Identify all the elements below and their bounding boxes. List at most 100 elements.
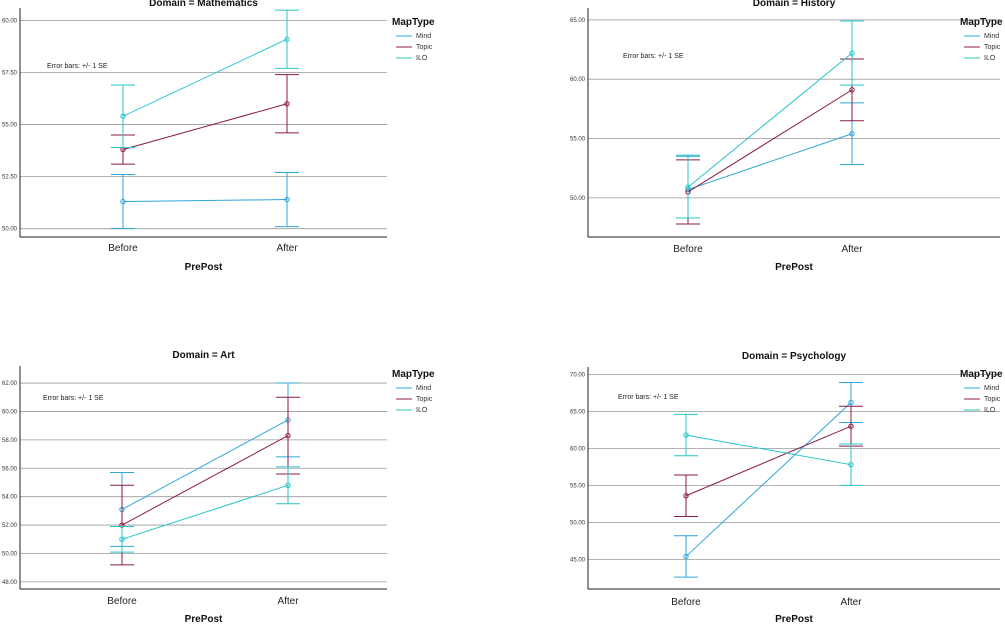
legend-title: MapType: [960, 17, 1003, 28]
data-point: [119, 536, 125, 542]
chart-panel-4: Domain = Psychology 45.00 50.00 55.00 60.00 6…: [570, 351, 1003, 624]
error-bar-note: Error bars: +/- 1 SE: [43, 395, 104, 402]
data-point: [849, 50, 855, 56]
y-tick-label: 55.00: [570, 137, 586, 143]
legend-label: Mind: [416, 33, 431, 40]
legend-title: MapType: [392, 369, 435, 380]
y-tick-label: 50.00: [2, 551, 18, 557]
data-point: [120, 113, 126, 119]
error-bar-note: Error bars: +/- 1 SE: [623, 53, 684, 60]
legend-title: MapType: [392, 17, 435, 28]
data-point: [849, 87, 855, 93]
series-line: [687, 52, 853, 188]
chart-title: Domain = Psychology: [742, 351, 847, 362]
legend: MapType Mind Topic ILO: [960, 17, 1003, 62]
x-axis-title: PrePost: [775, 614, 813, 624]
x-tick-label: After: [841, 244, 863, 255]
legend: MapType Mind Topic ILO: [392, 369, 435, 414]
y-tick-label: 45.00: [570, 557, 586, 563]
y-tick-label: 58.00: [2, 438, 18, 444]
data-point: [685, 184, 691, 190]
y-tick-label: 57.50: [2, 71, 18, 77]
chart-title: Domain = Art: [172, 350, 235, 361]
series-ilo: [111, 9, 299, 148]
y-tick-label: 48.00: [2, 580, 18, 586]
y-tick-label: 56.00: [2, 466, 18, 472]
data-point: [284, 101, 290, 107]
y-tick-label: 60.00: [2, 18, 18, 24]
legend-label: Topic: [984, 44, 1001, 51]
series-line: [685, 434, 852, 466]
series-line: [122, 103, 288, 151]
data-point: [848, 461, 854, 468]
data-point: [285, 432, 291, 439]
y-tick-label: 55.00: [570, 483, 586, 489]
chart-panel-3: Domain = Art 48.00 50.00 52.00 54.00 56.00 58.…: [2, 350, 435, 624]
legend: MapType Mind Topic ILO: [960, 369, 1003, 414]
chart-panel-1: Domain = Mathematics 50.00 52.50 55.00 57.50…: [2, 0, 435, 273]
y-tick-label: 70.00: [570, 372, 586, 378]
legend: MapType Mind Topic ILO: [392, 17, 435, 62]
data-point: [849, 131, 855, 137]
series-topic: [676, 58, 864, 225]
series-mind: [674, 382, 863, 578]
y-tick-label: 54.00: [2, 495, 18, 501]
data-point: [683, 553, 689, 560]
x-tick-label: Before: [671, 597, 701, 608]
series-ilo: [676, 20, 864, 219]
legend-label: ILO: [416, 407, 428, 414]
series-mind: [110, 382, 300, 547]
series-line: [685, 425, 852, 497]
y-tick-label: 55.00: [2, 123, 18, 129]
data-point: [683, 432, 689, 438]
series-line: [687, 89, 853, 193]
series-ilo: [110, 466, 300, 553]
series-mind: [676, 102, 864, 225]
series-line: [685, 402, 852, 557]
y-tick-label: 65.00: [570, 18, 586, 24]
x-tick-label: After: [276, 243, 298, 254]
legend-label: ILO: [984, 55, 996, 62]
chart-panel-2: Domain = History 50.00 55.00 60.00 65.00 Befo…: [570, 0, 1003, 273]
series-line: [121, 435, 289, 526]
x-axis-title: PrePost: [775, 262, 813, 273]
legend-label: Mind: [984, 33, 999, 40]
legend-label: Mind: [984, 385, 999, 392]
y-tick-label: 62.00: [2, 381, 18, 387]
legend-label: Topic: [984, 396, 1001, 403]
series-line: [122, 199, 288, 203]
x-axis-title: PrePost: [185, 262, 223, 273]
y-tick-label: 50.00: [570, 520, 586, 526]
y-tick-label: 52.50: [2, 175, 18, 181]
data-point: [848, 423, 854, 429]
legend-title: MapType: [960, 369, 1003, 380]
data-point: [284, 196, 290, 203]
x-tick-label: After: [277, 596, 299, 607]
x-tick-label: After: [840, 597, 862, 608]
x-axis-title: PrePost: [185, 614, 223, 624]
data-point: [285, 482, 291, 489]
data-point: [284, 36, 290, 42]
error-bar-note: Error bars: +/- 1 SE: [47, 63, 108, 70]
series-topic: [111, 74, 299, 165]
y-tick-label: 50.00: [570, 196, 586, 202]
legend-label: Topic: [416, 396, 433, 403]
y-tick-label: 60.00: [2, 409, 18, 415]
y-tick-label: 50.00: [2, 227, 18, 233]
y-tick-label: 60.00: [570, 446, 586, 452]
y-tick-label: 52.00: [2, 523, 18, 529]
series-line: [121, 419, 289, 510]
data-point: [120, 198, 126, 205]
chart-title: Domain = History: [753, 0, 836, 9]
series-line: [687, 133, 853, 191]
legend-label: Topic: [416, 44, 433, 51]
series-ilo: [674, 413, 863, 486]
series-mind: [111, 171, 299, 230]
data-point: [848, 399, 854, 406]
series-topic: [674, 405, 863, 517]
x-tick-label: Before: [108, 243, 138, 254]
y-tick-label: 60.00: [570, 77, 586, 83]
chart-title: Domain = Mathematics: [149, 0, 258, 9]
series-line: [122, 38, 288, 117]
